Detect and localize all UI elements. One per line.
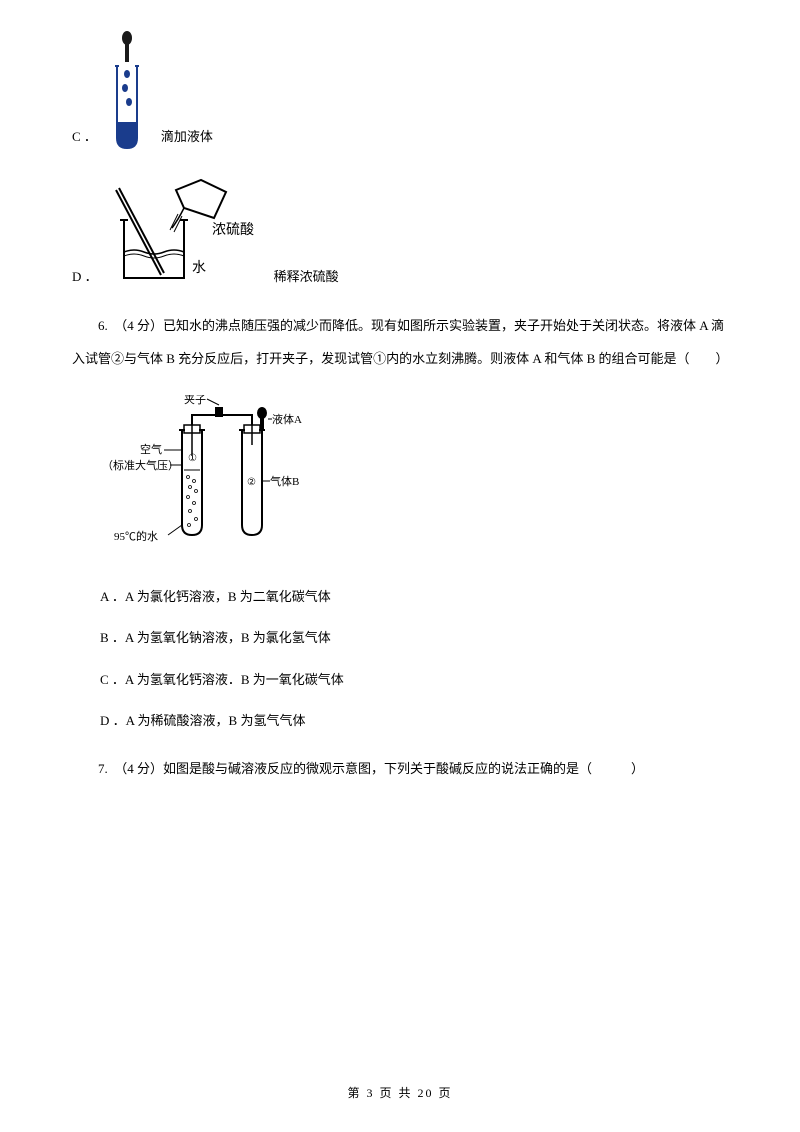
q6-option-d: D ．A 为稀硫酸溶液，B 为氢气气体 [100, 709, 728, 732]
svg-text:夹子: 夹子 [184, 395, 206, 406]
svg-text:液体A: 液体A [272, 412, 302, 426]
option-c-diagram [105, 30, 153, 150]
option-d-row: D ． 浓硫酸 水 稀释浓硫酸 [72, 170, 728, 290]
svg-text:②: ② [247, 477, 256, 488]
svg-text:气体B: 气体B [270, 474, 299, 488]
question-6-text: 6. （4 分）已知水的沸点随压强的减少而降低。现有如图所示实验装置，夹子开始处… [72, 310, 728, 375]
svg-text:①: ① [188, 453, 197, 464]
svg-text:（标准大气压）: （标准大气压） [102, 458, 179, 472]
option-d-diagram: 浓硫酸 水 [106, 170, 266, 290]
option-c-row: C ． 滴加液体 [72, 30, 728, 150]
q6-option-b: B ．A 为氢氧化钠溶液，B 为氯化氢气体 [100, 626, 728, 649]
option-c-text: 滴加液体 [161, 128, 213, 150]
q6-option-c: C ．A 为氢氧化钙溶液．B 为一氧化碳气体 [100, 668, 728, 691]
question-6-diagram: 夹子 液体A ① [102, 395, 728, 565]
label-water: 水 [192, 260, 206, 276]
svg-text:空气: 空气 [140, 442, 162, 456]
option-c-label: C ． [72, 128, 97, 150]
option-d-label: D ． [72, 268, 98, 290]
svg-text:95℃的水: 95℃的水 [114, 529, 158, 543]
label-acid: 浓硫酸 [212, 222, 254, 238]
page-footer: 第 3 页 共 20 页 [0, 1085, 800, 1102]
question-7-text: 7. （4 分）如图是酸与碱溶液反应的微观示意图，下列关于酸碱反应的说法正确的是… [72, 753, 728, 786]
q6-option-a: A ．A 为氯化钙溶液，B 为二氧化碳气体 [100, 585, 728, 608]
option-d-text: 稀释浓硫酸 [274, 268, 339, 290]
